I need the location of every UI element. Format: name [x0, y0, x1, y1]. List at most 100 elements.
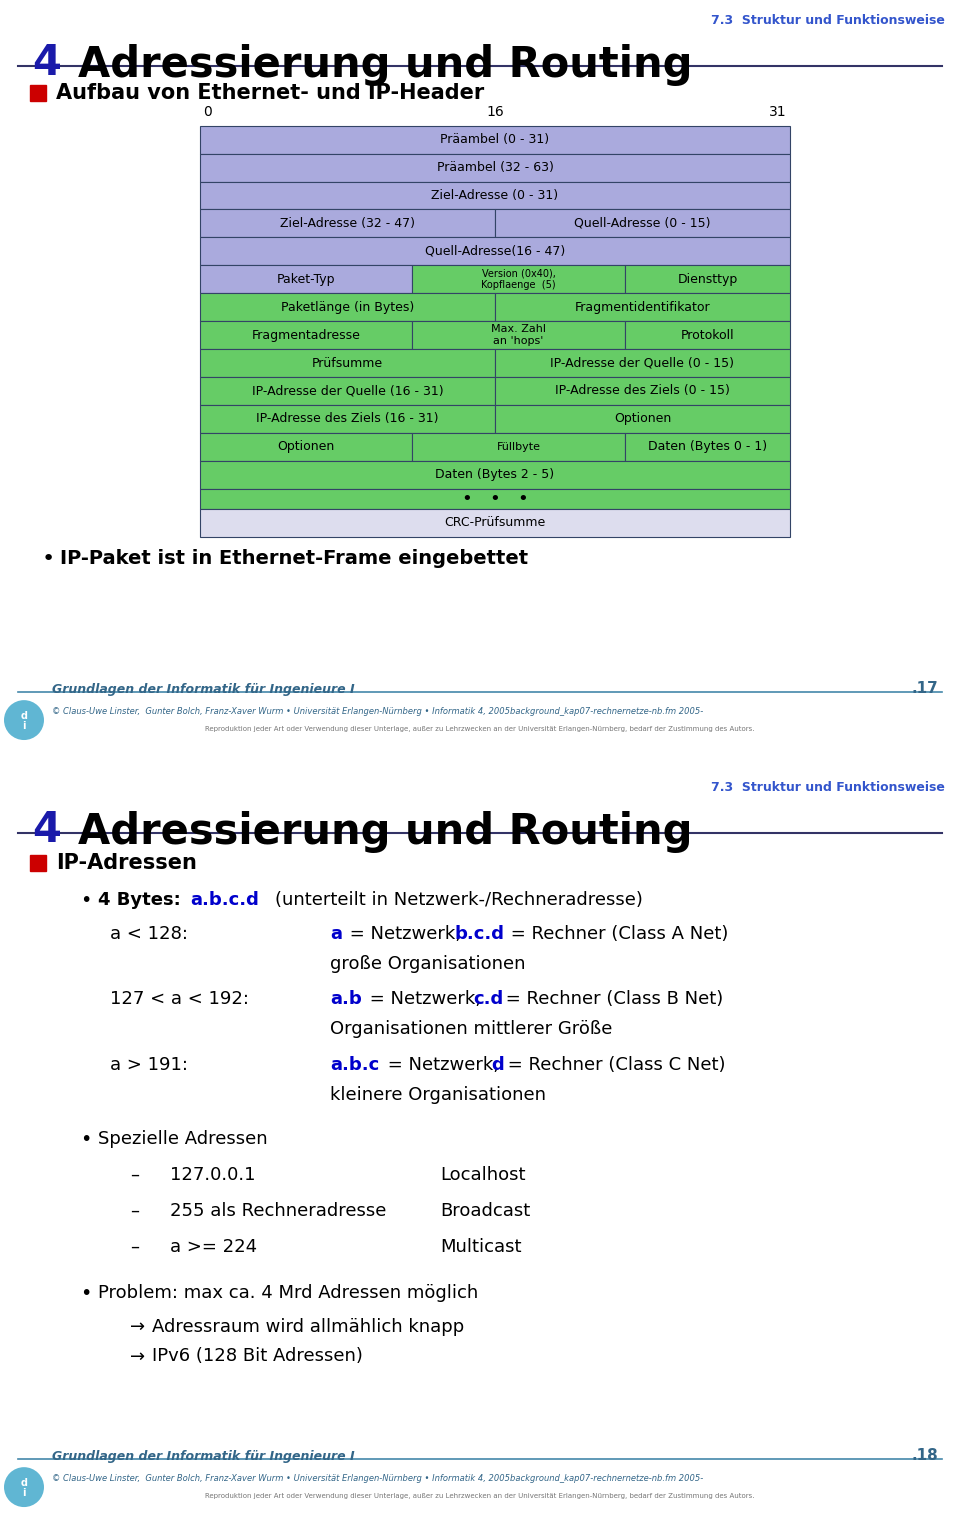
Text: CRC-Prüfsumme: CRC-Prüfsumme	[444, 516, 545, 530]
Text: 0: 0	[203, 104, 212, 119]
Text: →: →	[130, 1347, 145, 1366]
Text: Diensttyp: Diensttyp	[677, 273, 737, 286]
Text: Organisationen mittlerer Größe: Organisationen mittlerer Größe	[330, 1020, 612, 1038]
Text: Reproduktion jeder Art oder Verwendung dieser Unterlage, außer zu Lehrzwecken an: Reproduktion jeder Art oder Verwendung d…	[205, 1493, 755, 1499]
Text: 255 als Rechneradresse: 255 als Rechneradresse	[170, 1202, 386, 1220]
Text: Broadcast: Broadcast	[440, 1202, 530, 1220]
Text: a < 128:: a < 128:	[110, 925, 188, 943]
Text: 7.3  Struktur und Funktionsweise: 7.3 Struktur und Funktionsweise	[711, 14, 945, 28]
Bar	[200, 153, 790, 182]
Text: •: •	[42, 548, 56, 568]
Text: Optionen: Optionen	[277, 441, 335, 453]
Circle shape	[4, 1467, 44, 1507]
Bar	[200, 265, 413, 294]
Bar	[200, 182, 790, 210]
Text: Max. Zahl
an 'hops': Max. Zahl an 'hops'	[492, 325, 546, 346]
Bar	[495, 210, 790, 237]
Text: Quell-Adresse (0 - 15): Quell-Adresse (0 - 15)	[574, 217, 710, 230]
Text: 7.3  Struktur und Funktionsweise: 7.3 Struktur und Funktionsweise	[711, 781, 945, 795]
Text: Ziel-Adresse (0 - 31): Ziel-Adresse (0 - 31)	[431, 188, 559, 202]
Bar	[200, 237, 790, 265]
Bar	[200, 433, 413, 461]
Text: Localhost: Localhost	[440, 1167, 525, 1183]
Circle shape	[4, 700, 44, 739]
Bar	[413, 322, 625, 349]
Text: a.b.c.d: a.b.c.d	[190, 891, 259, 909]
Bar	[200, 349, 495, 377]
Text: Daten (Bytes 0 - 1): Daten (Bytes 0 - 1)	[648, 441, 767, 453]
Bar	[200, 461, 790, 488]
Bar	[200, 210, 495, 237]
Text: d: d	[20, 710, 28, 721]
Text: •: •	[80, 891, 91, 909]
Text: a >= 224: a >= 224	[170, 1237, 257, 1255]
Text: •: •	[80, 1283, 91, 1303]
Text: 4: 4	[32, 41, 60, 84]
Text: Protokoll: Protokoll	[681, 329, 734, 341]
Text: 4: 4	[32, 808, 60, 851]
Text: i: i	[22, 721, 26, 732]
Text: Präambel (0 - 31): Präambel (0 - 31)	[441, 133, 549, 145]
Text: Adressraum wird allmählich knapp: Adressraum wird allmählich knapp	[152, 1318, 465, 1335]
Bar	[30, 84, 46, 101]
Bar	[200, 126, 790, 153]
Text: 4 Bytes:: 4 Bytes:	[98, 891, 180, 909]
Text: IP-Adresse der Quelle (0 - 15): IP-Adresse der Quelle (0 - 15)	[550, 357, 734, 369]
Text: Prüfsumme: Prüfsumme	[312, 357, 383, 369]
Bar	[495, 377, 790, 404]
Text: Quell-Adresse(16 - 47): Quell-Adresse(16 - 47)	[425, 245, 565, 257]
Text: Grundlagen der Informatik für Ingenieure I: Grundlagen der Informatik für Ingenieure…	[52, 683, 354, 697]
Text: IP-Paket ist in Ethernet-Frame eingebettet: IP-Paket ist in Ethernet-Frame eingebett…	[60, 550, 528, 568]
Text: Reproduktion jeder Art oder Verwendung dieser Unterlage, außer zu Lehrzwecken an: Reproduktion jeder Art oder Verwendung d…	[205, 726, 755, 732]
Text: = Rechner (Class C Net): = Rechner (Class C Net)	[502, 1056, 726, 1075]
Bar	[413, 265, 625, 294]
Text: Problem: max ca. 4 Mrd Adressen möglich: Problem: max ca. 4 Mrd Adressen möglich	[98, 1283, 478, 1301]
Bar	[200, 322, 413, 349]
Text: .18: .18	[911, 1448, 938, 1464]
Text: –: –	[130, 1237, 139, 1255]
Text: .17: .17	[911, 681, 938, 697]
Text: Spezielle Adressen: Spezielle Adressen	[98, 1130, 268, 1148]
Bar	[625, 322, 790, 349]
Text: a: a	[330, 925, 342, 943]
Text: = Netzwerk,: = Netzwerk,	[382, 1056, 505, 1075]
Text: 16: 16	[486, 104, 504, 119]
Text: c.d: c.d	[473, 991, 503, 1009]
Text: Ziel-Adresse (32 - 47): Ziel-Adresse (32 - 47)	[280, 217, 415, 230]
Text: Präambel (32 - 63): Präambel (32 - 63)	[437, 161, 553, 175]
Text: = Rechner (Class B Net): = Rechner (Class B Net)	[500, 991, 723, 1009]
Bar	[625, 265, 790, 294]
Text: © Claus-Uwe Linster,  Gunter Bolch, Franz-Xaver Wurm • Universität Erlangen-Nürn: © Claus-Uwe Linster, Gunter Bolch, Franz…	[52, 707, 704, 717]
Bar	[413, 433, 625, 461]
Text: i: i	[22, 1488, 26, 1499]
Text: 31: 31	[769, 104, 787, 119]
Text: Paketlänge (in Bytes): Paketlänge (in Bytes)	[281, 300, 414, 314]
Bar	[495, 404, 790, 433]
Bar	[495, 294, 790, 322]
Bar	[30, 854, 46, 871]
Text: IP-Adresse des Ziels (16 - 31): IP-Adresse des Ziels (16 - 31)	[256, 412, 439, 426]
Text: 127 < a < 192:: 127 < a < 192:	[110, 991, 249, 1009]
Text: –: –	[130, 1202, 139, 1220]
Text: d: d	[491, 1056, 504, 1075]
Text: Füllbyte: Füllbyte	[496, 442, 540, 452]
Text: Fragmentadresse: Fragmentadresse	[252, 329, 361, 341]
Text: IP-Adressen: IP-Adressen	[56, 853, 197, 873]
Bar	[200, 508, 790, 536]
Text: Multicast: Multicast	[440, 1237, 521, 1255]
Text: Adressierung und Routing: Adressierung und Routing	[78, 44, 692, 86]
Text: a.b.c: a.b.c	[330, 1056, 379, 1075]
Text: Grundlagen der Informatik für Ingenieure I: Grundlagen der Informatik für Ingenieure…	[52, 1450, 354, 1464]
Bar	[200, 294, 495, 322]
Text: Fragmentidentifikator: Fragmentidentifikator	[575, 300, 710, 314]
Text: = Netzwerk,: = Netzwerk,	[364, 991, 487, 1009]
Text: Daten (Bytes 2 - 5): Daten (Bytes 2 - 5)	[436, 468, 555, 481]
Text: (unterteilt in Netzwerk-/Rechneradresse): (unterteilt in Netzwerk-/Rechneradresse)	[275, 891, 643, 909]
Text: b.c.d: b.c.d	[455, 925, 505, 943]
Text: IPv6 (128 Bit Adressen): IPv6 (128 Bit Adressen)	[152, 1347, 363, 1366]
Text: →: →	[130, 1318, 145, 1335]
Text: Paket-Typ: Paket-Typ	[276, 273, 335, 286]
Bar	[495, 349, 790, 377]
Bar	[200, 488, 790, 508]
Text: Optionen: Optionen	[613, 412, 671, 426]
